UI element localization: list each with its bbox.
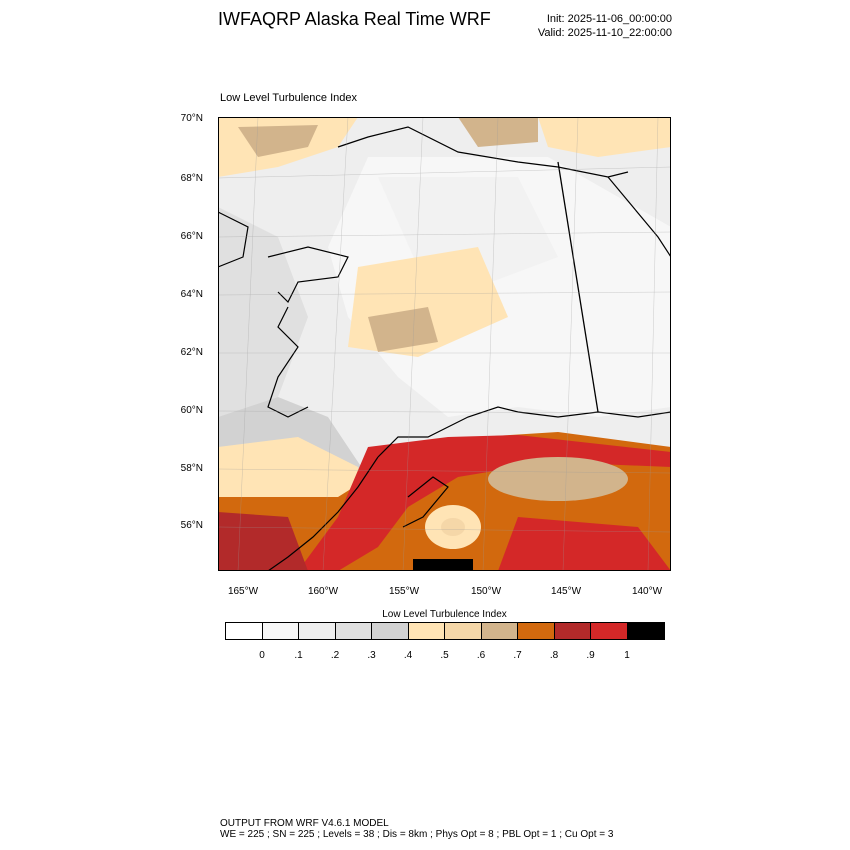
colorbar-swatch [591,623,628,639]
colorbar-swatch [335,623,372,639]
colorbar-tick-label: .5 [440,650,449,661]
colorbar-swatch [627,623,664,639]
lon-label: 160°W [307,586,339,597]
lat-label: 56°N [180,520,203,531]
graticule [218,117,671,571]
us-canada-border [557,161,599,413]
colorbar-swatch [372,623,409,639]
colorbar-tick-label: .3 [367,650,376,661]
lon-label: 165°W [227,586,259,597]
lat-label: 58°N [180,463,203,474]
init-time: Init: 2025-11-06_00:00:00 [546,13,672,25]
lon-label: 155°W [388,586,420,597]
northeast-tan-region [538,117,671,157]
colorbar-tick-label: .9 [586,650,595,661]
lon-label: 140°W [631,586,663,597]
colorbar-swatch [262,623,299,639]
coastline-norton [267,246,349,304]
lat-label: 60°N [180,405,203,416]
lat-label: 62°N [180,347,203,358]
colorbar-swatch [554,623,591,639]
turbulence-map [218,117,671,571]
colorbar-tick-label: .6 [476,650,486,661]
coastline-north [337,126,629,178]
coastline-west [267,306,309,418]
lon-label: 145°W [550,586,582,597]
colorbar-tick-label: .7 [513,650,522,661]
colorbar-swatch [408,623,445,639]
colorbar-swatch [445,623,482,639]
coastline-kodiak [402,476,449,528]
map-frame [218,117,671,571]
coastline-south [377,406,671,458]
colorbar-tick-label: 1 [624,650,630,661]
western-gray-region [218,207,308,417]
footer-config-line: WE = 225 ; SN = 225 ; Levels = 38 ; Dis … [220,829,614,840]
plot-title: Low Level Turbulence Index [220,92,357,104]
colorbar-tick-label: 0 [259,650,265,661]
page-title: IWFAQRP Alaska Real Time WRF [218,9,491,29]
central-brown-patch [368,307,438,352]
gulf-tan-oval [488,457,628,501]
colorbar-swatch [299,623,336,639]
colorbar-title: Low Level Turbulence Index [382,609,507,620]
lat-label: 64°N [180,289,203,300]
colorbar-swatch [481,623,518,639]
black-max-patch [413,559,473,571]
gulf-eddy-center [441,518,465,536]
colorbar-swatch [226,623,263,639]
colorbar-tick-label: .1 [294,650,303,661]
gulf-red-band [298,435,671,571]
colorbar-tick-label: .2 [330,650,340,661]
colorbar-swatch [518,623,555,639]
valid-time: Valid: 2025-11-10_22:00:00 [537,27,672,39]
north-brown-region-2 [458,117,538,147]
coastline-seward [218,211,249,268]
coastline-northeast [607,176,671,258]
footer-model-line: OUTPUT FROM WRF V4.6.1 MODEL [220,818,389,829]
southwest-darkred-region [218,512,308,571]
colorbar-tick-label: .4 [403,650,413,661]
colorbar-tick-label: .8 [549,650,559,661]
lat-label: 68°N [180,173,203,184]
north-brown-region [238,125,318,157]
lat-label: 70°N [180,113,203,124]
lat-label: 66°N [180,231,203,242]
lon-label: 150°W [470,586,502,597]
colorbar [225,622,665,640]
